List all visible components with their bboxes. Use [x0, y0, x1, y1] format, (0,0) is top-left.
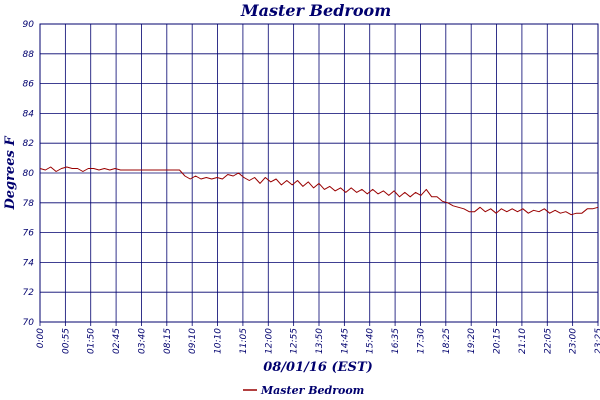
- y-tick-label: 70: [23, 318, 35, 328]
- y-tick-label: 84: [23, 109, 35, 119]
- x-tick-label: 10:10: [214, 328, 224, 354]
- x-axis-label: 08/01/16 (EST): [263, 360, 373, 375]
- x-tick-label: 16:35: [391, 328, 401, 354]
- series-layer: [39, 166, 599, 216]
- x-tick-label: 23:25: [594, 328, 600, 354]
- x-tick-label: 17:30: [416, 328, 426, 354]
- legend-label: Master Bedroom: [260, 384, 364, 397]
- x-tick-label: 03:40: [137, 328, 147, 354]
- y-tick-label: 82: [23, 139, 35, 149]
- x-tick-label: 19:20: [467, 328, 477, 354]
- x-tick-label: 09:10: [188, 328, 198, 354]
- plot-border: [39, 23, 599, 323]
- y-tick-label: 88: [23, 50, 35, 60]
- x-axis-ticks: 0:00 00:55 01:50 02:45 03:40 08:15 09:10 10:10 1…: [36, 328, 600, 354]
- x-tick-label: 23:00: [569, 328, 579, 354]
- y-tick-label: 86: [23, 80, 35, 90]
- x-tick-label: 18:25: [442, 328, 452, 354]
- x-tick-label: 02:45: [112, 328, 122, 354]
- x-tick-label: 00:55: [61, 328, 71, 354]
- y-tick-label: 76: [23, 229, 35, 239]
- y-tick-label: 78: [23, 199, 35, 209]
- legend: Master Bedroom: [243, 384, 364, 397]
- x-tick-label: 12:00: [264, 328, 274, 354]
- x-tick-label: 01:50: [87, 328, 97, 354]
- x-tick-label: 20:15: [493, 328, 503, 354]
- y-tick-label: 72: [23, 288, 35, 298]
- x-tick-label: 13:50: [315, 328, 325, 354]
- y-axis-ticks: 70 72 74 76 78 80 82 84 86 88 90: [23, 20, 35, 328]
- y-tick-label: 90: [23, 20, 35, 30]
- y-tick-label: 74: [23, 258, 35, 268]
- x-tick-label: 21:10: [518, 328, 528, 354]
- x-tick-label: 11:05: [239, 328, 249, 354]
- y-axis-label: Degrees F: [3, 136, 18, 211]
- x-tick-label: 0:00: [36, 328, 46, 348]
- chart-title: Master Bedroom: [240, 1, 391, 20]
- x-tick-label: 08:15: [163, 328, 173, 354]
- y-tick-label: 80: [23, 169, 35, 179]
- chart-grid: [39, 23, 599, 326]
- x-tick-label: 12:55: [290, 328, 300, 354]
- x-tick-label: 22:05: [543, 328, 553, 354]
- x-tick-label: 15:40: [366, 328, 376, 354]
- x-tick-label: 14:45: [340, 328, 350, 354]
- series-line: [39, 166, 599, 216]
